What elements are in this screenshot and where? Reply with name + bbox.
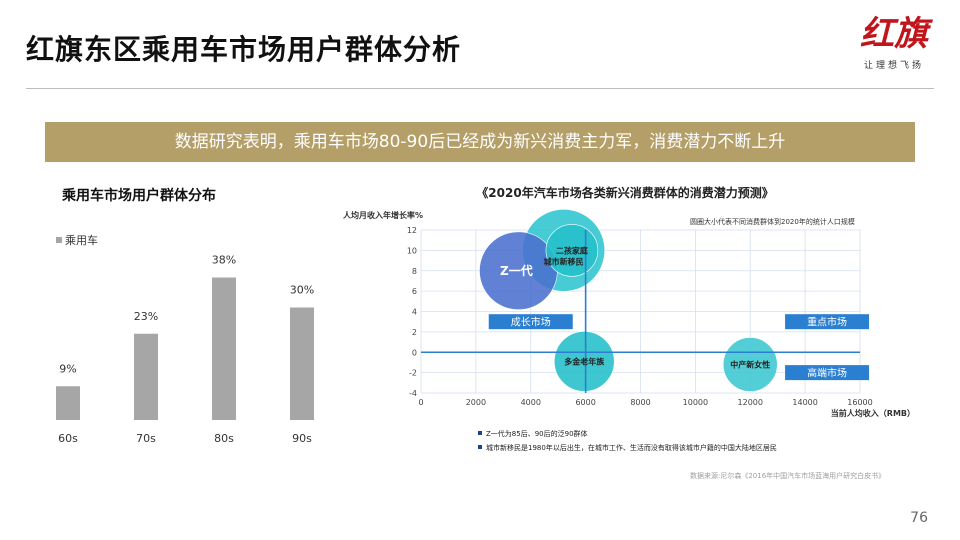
bar-80s	[212, 277, 236, 420]
bubble-chart-title: 《2020年汽车市场各类新兴消费群体的消费潜力预测》	[476, 185, 773, 200]
legend-note: Z一代为85后、90后的泛90群体	[486, 429, 588, 438]
bar-60s	[56, 386, 80, 420]
y-tick-label: 2	[412, 328, 417, 337]
y-axis-title: 人均月收入年增长率%	[343, 210, 423, 220]
bar-category-label: 80s	[214, 432, 234, 445]
x-tick-label: 6000	[575, 398, 595, 407]
x-tick-label: 16000	[847, 398, 872, 407]
bar-value-label: 30%	[290, 284, 314, 297]
quadrant-label: 成长市场	[511, 316, 551, 329]
bar-value-label: 9%	[59, 362, 76, 375]
quadrant-label: 重点市场	[807, 316, 847, 329]
bar-chart: 乘用车市场用户群体分布 乘用车 9% 60s 23% 70s 38% 80s 30% 90s	[56, 187, 314, 445]
bar-category-label: 60s	[58, 432, 78, 445]
data-source: 数据来源:尼尔森《2016年中国汽车市场蓝海用户研究白皮书》	[690, 471, 885, 480]
bar-category-label: 90s	[292, 432, 312, 445]
x-tick-label: 14000	[792, 398, 817, 407]
legend-swatch	[56, 237, 62, 243]
key-finding-banner: 数据研究表明，乘用车市场80-90后已经成为新兴消费主力军，消费潜力不断上升	[45, 122, 915, 162]
bar-value-label: 38%	[212, 254, 236, 267]
bubble-label: Z一代	[500, 263, 533, 278]
slide-title: 红旗东区乘用车市场用户群体分析	[26, 33, 462, 66]
bar-category-label: 70s	[136, 432, 156, 445]
quadrant-label: 高端市场	[807, 367, 847, 380]
bubble-中产新女性	[722, 337, 778, 392]
x-axis-title: 当前人均收入（RMB）	[831, 408, 915, 418]
y-tick-label: -2	[409, 369, 417, 378]
brand-wordmark: 红旗	[860, 14, 928, 54]
quadrant-label-box	[785, 314, 870, 330]
y-tick-label: 12	[407, 226, 417, 235]
legend-note: 城市新移民是1980年以后出生，在城市工作、生活而没有取得该城市户籍的中国大陆地…	[486, 443, 777, 452]
quadrant-label-box	[488, 314, 573, 330]
y-tick-label: 8	[412, 267, 417, 276]
bar-chart-title: 乘用车市场用户群体分布	[61, 187, 216, 204]
page-number: 76	[910, 510, 928, 526]
x-tick-label: 12000	[738, 398, 763, 407]
bar-70s	[134, 333, 158, 420]
bar-value-label: 23%	[134, 310, 158, 323]
size-note: 圆圈大小代表不同消费群体到2020年的统计人口规模	[690, 217, 855, 226]
brand-slogan: 让理想飞扬	[863, 61, 924, 71]
x-tick-label: 10000	[683, 398, 708, 407]
bubble-chart: 《2020年汽车市场各类新兴消费群体的消费潜力预测》 人均月收入年增长率% 圆圈…	[343, 185, 915, 480]
bubble-多金老年族	[553, 331, 615, 392]
y-tick-label: 0	[412, 348, 417, 357]
x-tick-label: 2000	[466, 398, 486, 407]
legend-label: 乘用车	[65, 233, 98, 247]
bar-90s	[290, 307, 314, 420]
y-tick-label: 4	[412, 308, 417, 317]
y-tick-label: 10	[407, 246, 417, 255]
x-tick-label: 8000	[630, 398, 650, 407]
bubble-label: 多金老年族	[564, 356, 605, 366]
y-tick-label: -4	[409, 389, 417, 398]
bubble-label: 城市新移民	[544, 256, 584, 266]
quadrant-label-box	[785, 365, 870, 381]
bubble-label: 中产新女性	[730, 359, 770, 369]
note-bullet	[478, 431, 482, 435]
hongqi-logo: 红旗 让理想飞扬	[850, 14, 938, 80]
x-tick-label: 0	[418, 398, 423, 407]
note-bullet	[478, 445, 482, 449]
y-tick-label: 6	[412, 287, 417, 296]
x-tick-label: 4000	[521, 398, 541, 407]
bubble-label: 二孩家庭	[556, 245, 589, 255]
header-divider	[26, 88, 934, 89]
